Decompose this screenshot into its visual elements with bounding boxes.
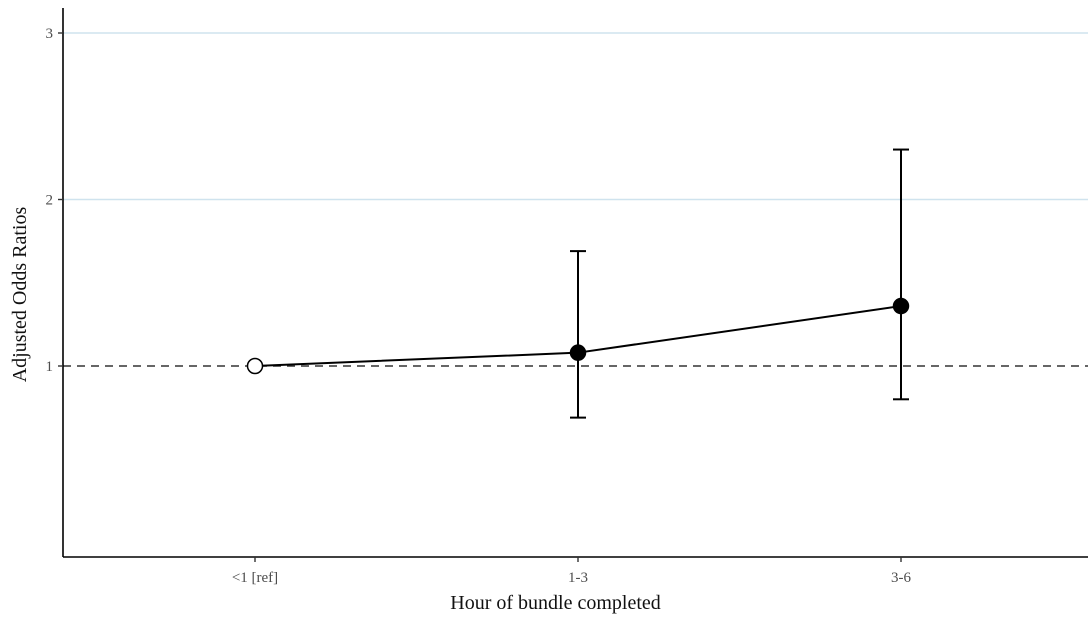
error-bar-2 bbox=[893, 148, 909, 401]
y-axis-title: Adjusted Odds Ratios bbox=[9, 207, 31, 383]
x-ticks: <1 [ref] 1-3 3-6 bbox=[232, 557, 911, 586]
y-tick-label-3: 3 bbox=[46, 26, 54, 42]
gridlines bbox=[63, 32, 1088, 201]
data-point-0 bbox=[246, 357, 264, 375]
x-tick-label-2: 3-6 bbox=[891, 570, 911, 586]
data-point-2 bbox=[892, 297, 910, 315]
x-axis-title: Hour of bundle completed bbox=[450, 592, 661, 614]
error-bar-1 bbox=[570, 250, 586, 419]
x-tick-label-0: <1 [ref] bbox=[232, 570, 278, 586]
series-odds-ratio bbox=[246, 148, 910, 419]
x-tick-label-1: 1-3 bbox=[568, 570, 588, 586]
y-tick-label-1: 1 bbox=[46, 359, 54, 375]
y-ticks: 1 2 3 bbox=[46, 26, 63, 375]
axes bbox=[62, 8, 1088, 558]
data-point-1 bbox=[569, 344, 587, 361]
y-tick-label-2: 2 bbox=[46, 193, 54, 209]
